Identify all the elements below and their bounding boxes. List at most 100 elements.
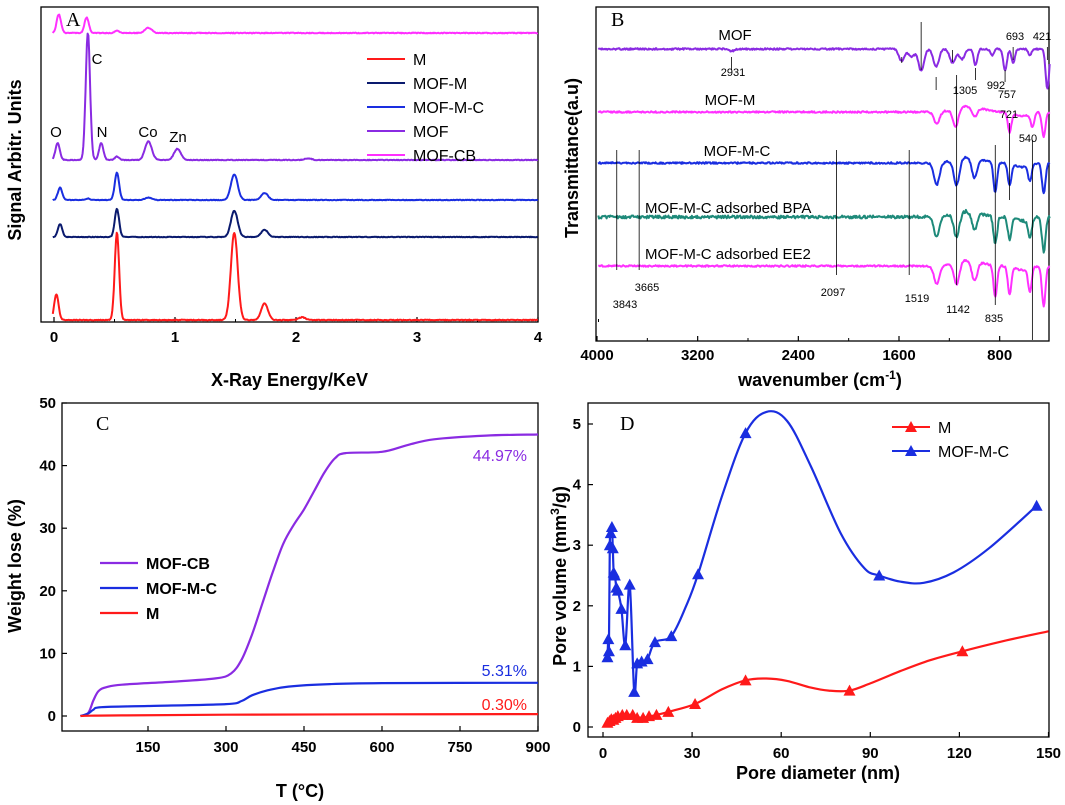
panel-d-marker <box>689 697 702 709</box>
panel-a: 0 1 2 3 4 X-Ray Energy/KeV Signal Arbitr. Unit… <box>5 6 599 390</box>
panel-c-letter: C <box>96 413 109 435</box>
panel-b-xtick-label: 1600 <box>882 347 915 364</box>
panel-c-end-label: 44.97% <box>473 448 527 465</box>
panel-a-xtick-label: 0 <box>50 329 58 346</box>
panel-c-xlabel: T (°C) <box>276 781 324 801</box>
panel-d-ytick-label: 4 <box>573 477 582 494</box>
panel-d-marker <box>650 708 663 720</box>
panel-d-marker <box>873 569 886 581</box>
panel-d-xlabel: Pore diameter (nm) <box>736 763 900 783</box>
panel-d-ytick-label: 2 <box>573 598 581 615</box>
panel-a-series-m <box>51 231 539 322</box>
panel-d-marker <box>604 527 617 539</box>
panel-a-letter: A <box>66 9 81 31</box>
panel-d-marker <box>615 602 628 614</box>
panel-b-series-label: MOF-M-C <box>704 143 771 160</box>
panel-b-peak-label: 1142 <box>946 304 970 316</box>
panel-b-series <box>597 208 1051 254</box>
panel-b-peak-label: 2097 <box>821 287 845 299</box>
panel-d-marker <box>606 542 619 554</box>
panel-a-xtick-label: 2 <box>292 329 300 346</box>
panel-c-xtick-label: 150 <box>135 739 160 756</box>
panel-a-annotation: Zn <box>169 129 187 146</box>
panel-d-series-m <box>606 630 1049 724</box>
panel-d-marker <box>648 636 661 648</box>
panel-c-series-mof-m-c <box>80 681 539 718</box>
panel-d-xtick-label: 150 <box>1036 745 1061 762</box>
panel-b-peak-label: 2931 <box>721 67 745 79</box>
panel-a-legend-label: MOF-M <box>413 76 467 93</box>
panel-d-xtick-label: 60 <box>773 745 790 762</box>
panel-c-xtick-label: 450 <box>291 739 316 756</box>
panel-d-frame <box>587 402 1050 738</box>
panel-b-xlabel: wavenumber (cm-1) <box>737 368 902 390</box>
panel-d-letter: D <box>620 413 634 435</box>
panel-d-marker <box>602 645 615 657</box>
panel-c-series-mof-cb <box>80 433 539 718</box>
panel-c-xtick-label: 750 <box>447 739 472 756</box>
panel-b-frame <box>595 6 1050 342</box>
panel-c-ytick-label: 40 <box>39 458 56 475</box>
panel-b-peak-label: 1305 <box>953 85 977 97</box>
panel-c-series-m <box>80 713 539 718</box>
panel-d-xtick-label: 90 <box>862 745 879 762</box>
panel-a-series-mof <box>51 32 539 162</box>
panel-b-letter: B <box>611 9 624 31</box>
panel-c-xtick-label: 900 <box>525 739 550 756</box>
panel-c-ytick-label: 50 <box>39 395 56 412</box>
panel-d-ytick-label: 5 <box>573 416 581 433</box>
panel-a-legend: M MOF-M MOF-M-C MOF MOF-CB <box>367 52 484 165</box>
panel-a-xtick-label: 3 <box>413 329 421 346</box>
panel-d-legend-marker <box>905 445 917 456</box>
panel-d-ytick-label: 1 <box>573 658 581 675</box>
panel-d-marker <box>601 651 614 663</box>
panel-d-marker <box>605 521 618 533</box>
panel-d-legend: M MOF-M-C <box>892 420 1009 461</box>
panel-a-legend-label: MOF <box>413 124 449 141</box>
panel-c-legend-label: M <box>146 606 159 623</box>
panel-b-peak-label: 1519 <box>905 293 929 305</box>
panel-d-legend-label: M <box>938 420 951 437</box>
panel-c-legend-label: MOF-CB <box>146 556 210 573</box>
panel-a-annotation: Co <box>138 124 157 141</box>
panel-d-xtick-label: 120 <box>947 745 972 762</box>
panel-b-xtick-label: 2400 <box>782 347 815 364</box>
panel-a-xlabel: X-Ray Energy/KeV <box>211 370 368 390</box>
panel-a-series-mof-m <box>52 207 539 239</box>
panel-b-xtick-label: 800 <box>987 347 1012 364</box>
panel-b-peak-label: 421 <box>1033 31 1051 43</box>
panel-b-xtick-label: 3200 <box>681 347 714 364</box>
panel-a-legend-label: MOF-CB <box>413 148 476 165</box>
panel-b-peak-label: 835 <box>985 313 1003 325</box>
panel-c-ytick-label: 10 <box>39 645 56 662</box>
panel-b-series-label: MOF-M <box>705 92 756 109</box>
panel-c-ytick-label: 20 <box>39 583 56 600</box>
panel-b-peak-label: 693 <box>1006 31 1024 43</box>
panel-a-ylabel: Signal Arbitr. Units <box>5 79 25 240</box>
panel-b-ylabel: Transmittance(a.u) <box>562 78 582 238</box>
panel-c-legend: MOF-CB MOF-M-C M <box>100 556 218 623</box>
panel-b-series-label: MOF-M-C adsorbed BPA <box>645 200 811 217</box>
panel-b-peak-label: 540 <box>1019 133 1037 145</box>
panel-b: 4000 3200 2400 1600 800 wavenumber (cm-1) Tran… <box>562 6 1051 390</box>
panel-d-marker <box>611 584 624 596</box>
panel-d-ylabel: Pore volume (mm3/g) <box>548 486 570 666</box>
panel-b-peak-label: 721 <box>1000 109 1018 121</box>
panel-d-marker <box>739 427 752 439</box>
panel-a-frame <box>40 6 539 323</box>
panel-d-marker <box>662 705 675 717</box>
panel-d-marker <box>602 633 615 645</box>
panel-b-xtick-label: 4000 <box>580 347 613 364</box>
panel-b-series-label: MOF <box>718 27 751 44</box>
panel-c-ytick-label: 0 <box>48 708 56 725</box>
panel-d-marker <box>641 653 654 665</box>
panel-a-series-mof-m-c <box>52 171 539 202</box>
panel-b-series <box>597 104 1051 139</box>
panel-c-ylabel: Weight lose (%) <box>5 499 25 633</box>
panel-c-legend-label: MOF-M-C <box>146 581 218 598</box>
panel-c-end-label: 0.30% <box>482 697 527 714</box>
panel-a-legend-label: M <box>413 52 426 69</box>
panel-d-marker <box>623 578 636 590</box>
panel-c-ytick-label: 30 <box>39 520 56 537</box>
